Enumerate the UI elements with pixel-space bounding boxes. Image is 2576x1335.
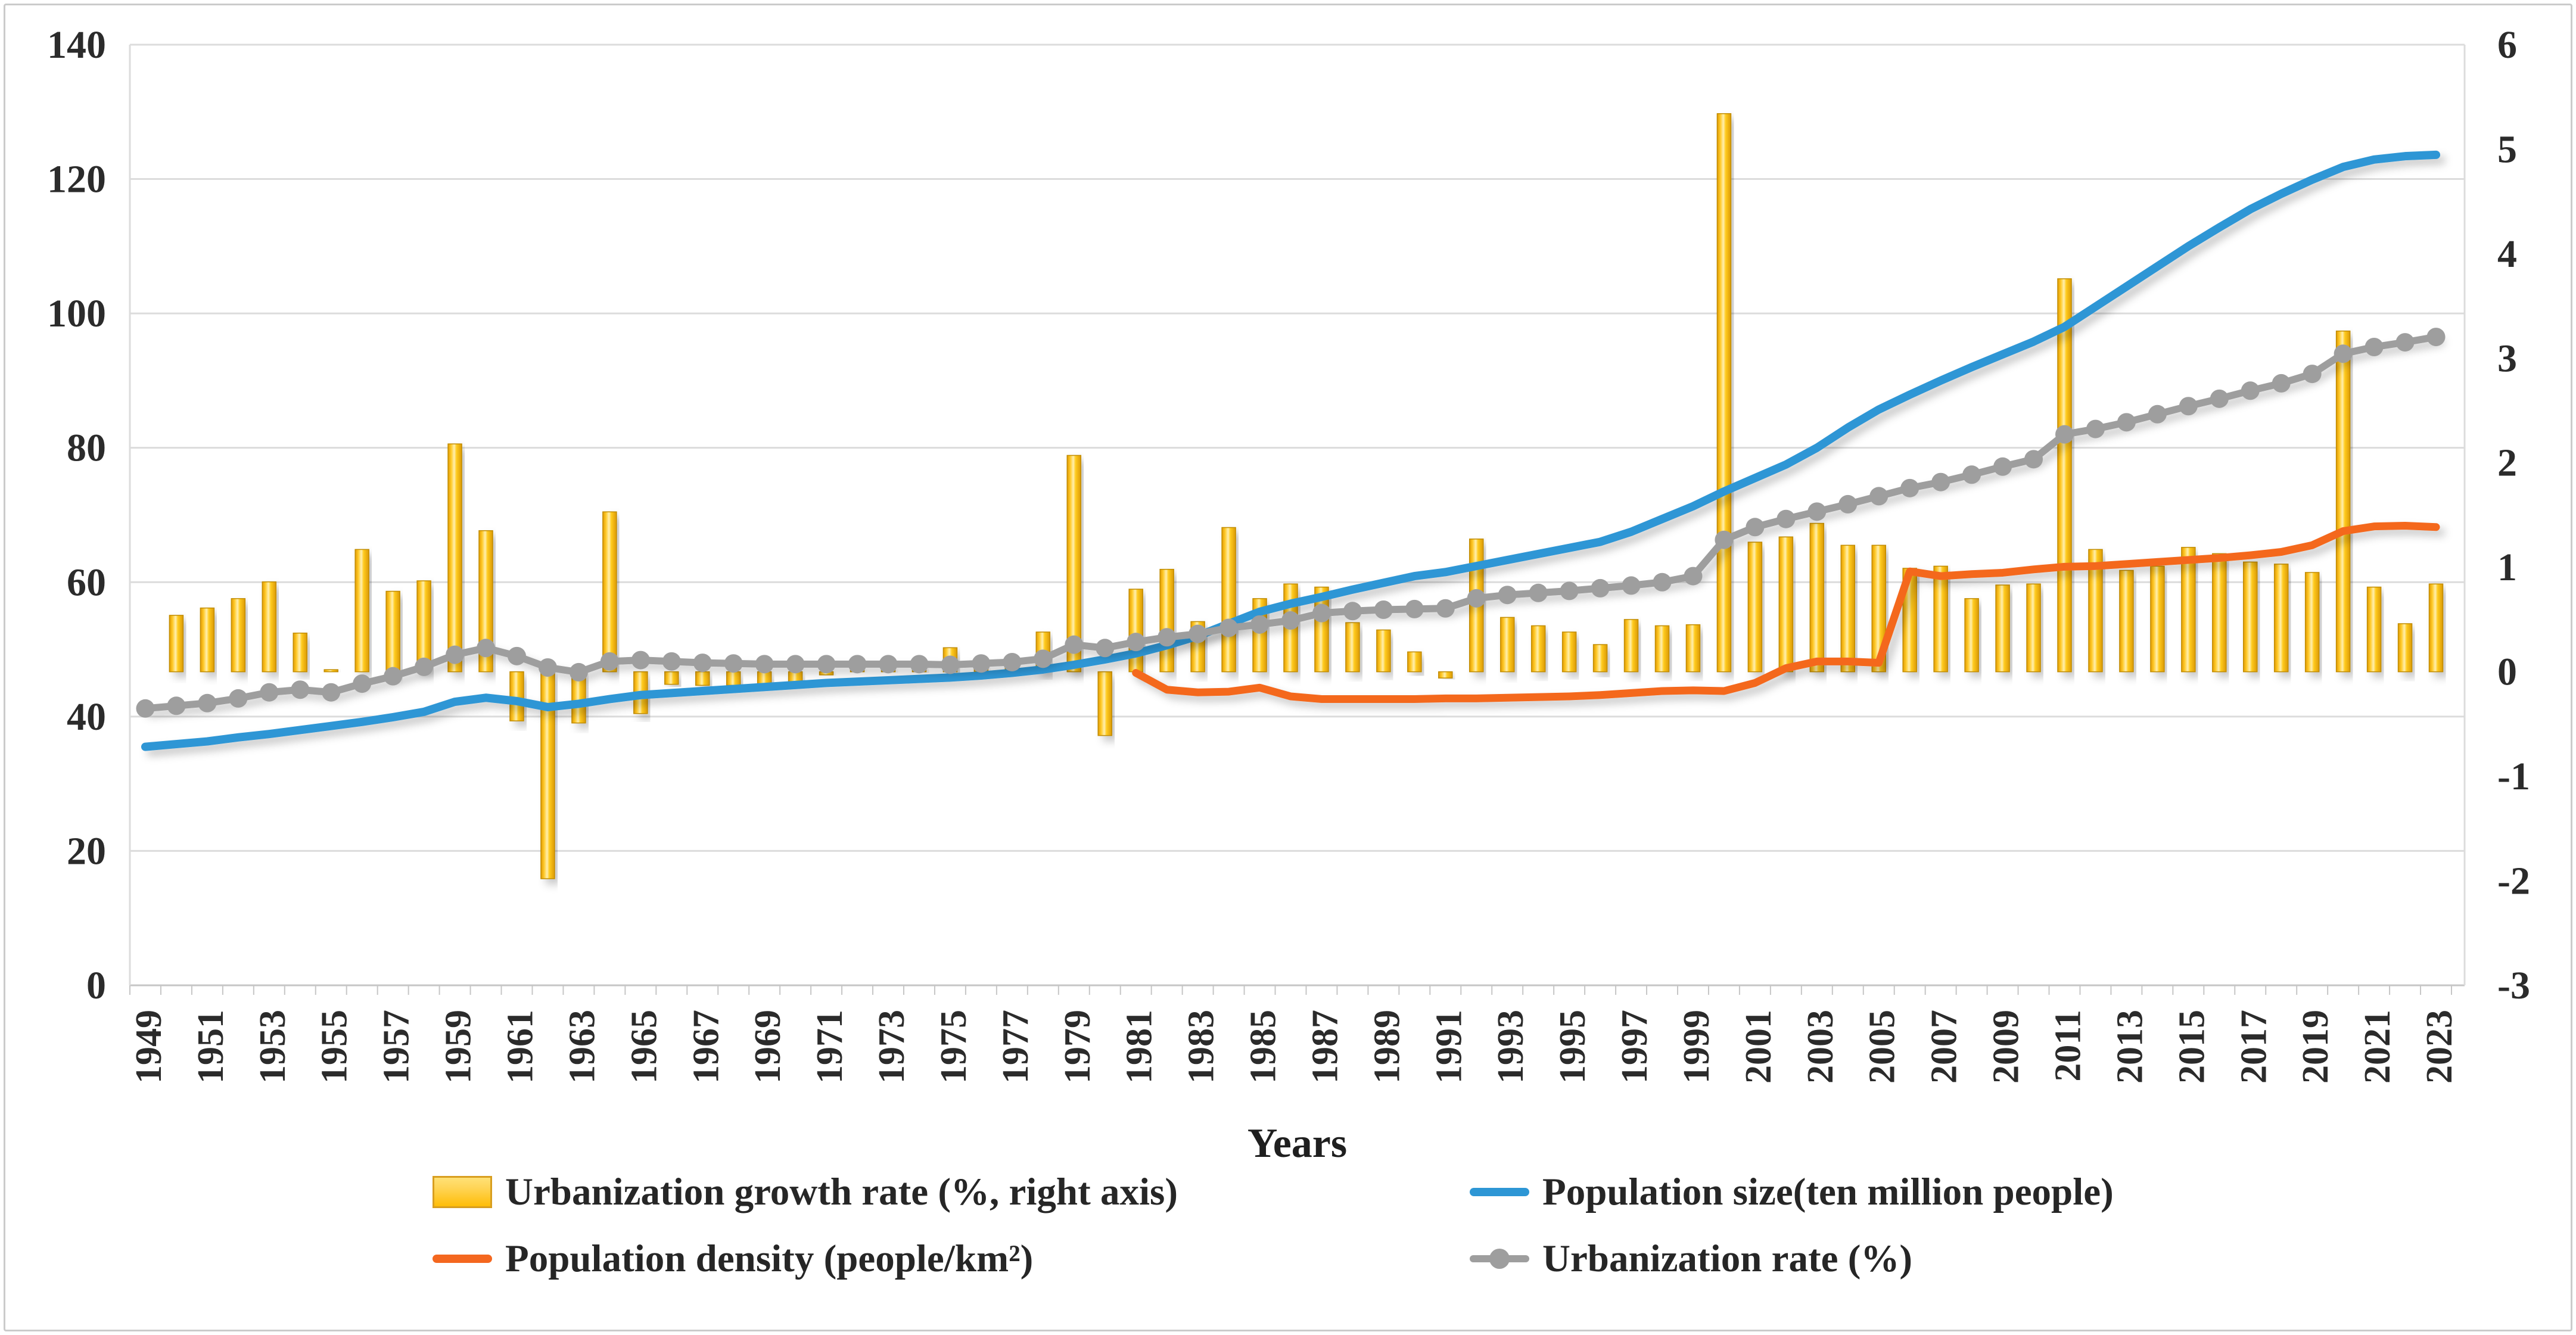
svg-text:1953: 1953 bbox=[253, 1010, 293, 1084]
gray-line-marker-swatch-icon bbox=[1470, 1247, 1529, 1271]
svg-text:100: 100 bbox=[47, 292, 106, 335]
svg-text:1983: 1983 bbox=[1181, 1010, 1222, 1084]
svg-text:-1: -1 bbox=[2497, 755, 2530, 798]
svg-text:1961: 1961 bbox=[500, 1010, 541, 1084]
svg-text:120: 120 bbox=[47, 158, 106, 201]
svg-text:1973: 1973 bbox=[872, 1010, 912, 1084]
svg-text:2013: 2013 bbox=[2110, 1010, 2150, 1084]
svg-text:1957: 1957 bbox=[377, 1010, 417, 1084]
svg-text:-3: -3 bbox=[2497, 964, 2530, 1007]
svg-text:1951: 1951 bbox=[191, 1010, 231, 1084]
legend-item-population-size: Population size(ten million people) bbox=[1470, 1171, 2114, 1213]
svg-text:2001: 2001 bbox=[1738, 1010, 1779, 1084]
bar-swatch-icon bbox=[433, 1176, 492, 1208]
svg-text:0: 0 bbox=[2497, 651, 2517, 694]
svg-text:2: 2 bbox=[2497, 441, 2517, 485]
svg-text:1999: 1999 bbox=[1676, 1010, 1717, 1084]
svg-text:1965: 1965 bbox=[624, 1010, 664, 1084]
svg-text:1989: 1989 bbox=[1367, 1010, 1407, 1084]
svg-text:2021: 2021 bbox=[2357, 1010, 2398, 1084]
svg-text:1995: 1995 bbox=[1553, 1010, 1593, 1084]
svg-text:2011: 2011 bbox=[2048, 1010, 2089, 1082]
svg-text:1963: 1963 bbox=[562, 1010, 602, 1084]
svg-text:1981: 1981 bbox=[1119, 1010, 1160, 1084]
legend-label: Urbanization growth rate (%, right axis) bbox=[505, 1170, 1178, 1213]
svg-text:1979: 1979 bbox=[1057, 1010, 1098, 1084]
orange-line-swatch-icon bbox=[433, 1255, 492, 1263]
legend-item-urban-growth: Urbanization growth rate (%, right axis) bbox=[433, 1171, 1178, 1213]
svg-text:60: 60 bbox=[67, 561, 106, 604]
svg-text:2017: 2017 bbox=[2233, 1010, 2274, 1084]
legend-label: Urbanization rate (%) bbox=[1542, 1237, 1912, 1280]
svg-text:1955: 1955 bbox=[315, 1010, 355, 1084]
svg-text:1993: 1993 bbox=[1491, 1010, 1531, 1084]
svg-text:1949: 1949 bbox=[129, 1010, 169, 1084]
svg-text:1971: 1971 bbox=[810, 1010, 850, 1084]
svg-text:3: 3 bbox=[2497, 337, 2517, 380]
svg-text:2005: 2005 bbox=[1862, 1010, 1903, 1084]
svg-text:80: 80 bbox=[67, 427, 106, 470]
svg-text:4: 4 bbox=[2497, 232, 2517, 276]
legend-label: Population density (people/km²) bbox=[505, 1237, 1034, 1280]
legend-label: Population size(ten million people) bbox=[1542, 1170, 2114, 1213]
svg-text:1959: 1959 bbox=[438, 1010, 479, 1084]
svg-text:0: 0 bbox=[86, 964, 106, 1007]
svg-text:1967: 1967 bbox=[686, 1010, 726, 1084]
svg-text:1977: 1977 bbox=[995, 1010, 1036, 1084]
svg-text:6: 6 bbox=[2497, 23, 2517, 67]
legend-item-urbanization-rate: Urbanization rate (%) bbox=[1470, 1237, 1912, 1280]
svg-text:1987: 1987 bbox=[1305, 1010, 1345, 1084]
figure-border bbox=[4, 4, 2572, 1331]
legend-item-population-density: Population density (people/km²) bbox=[433, 1237, 1034, 1280]
svg-text:2019: 2019 bbox=[2295, 1010, 2336, 1084]
svg-text:20: 20 bbox=[67, 829, 106, 873]
svg-text:2015: 2015 bbox=[2171, 1010, 2212, 1084]
blue-line-swatch-icon bbox=[1470, 1188, 1529, 1196]
svg-text:1985: 1985 bbox=[1243, 1010, 1284, 1084]
svg-text:5: 5 bbox=[2497, 127, 2517, 171]
svg-text:2023: 2023 bbox=[2419, 1010, 2460, 1084]
svg-text:2009: 2009 bbox=[1986, 1010, 2027, 1084]
svg-text:1969: 1969 bbox=[748, 1010, 788, 1084]
svg-text:40: 40 bbox=[67, 695, 106, 739]
svg-text:2007: 2007 bbox=[1924, 1010, 1965, 1084]
svg-text:-2: -2 bbox=[2497, 860, 2530, 903]
svg-text:1975: 1975 bbox=[934, 1010, 974, 1084]
svg-text:2003: 2003 bbox=[1800, 1010, 1841, 1084]
x-axis-title: Years bbox=[1247, 1121, 1348, 1166]
svg-text:1997: 1997 bbox=[1614, 1010, 1655, 1084]
svg-text:140: 140 bbox=[47, 23, 106, 67]
svg-text:1: 1 bbox=[2497, 546, 2517, 589]
svg-text:1991: 1991 bbox=[1429, 1010, 1469, 1084]
